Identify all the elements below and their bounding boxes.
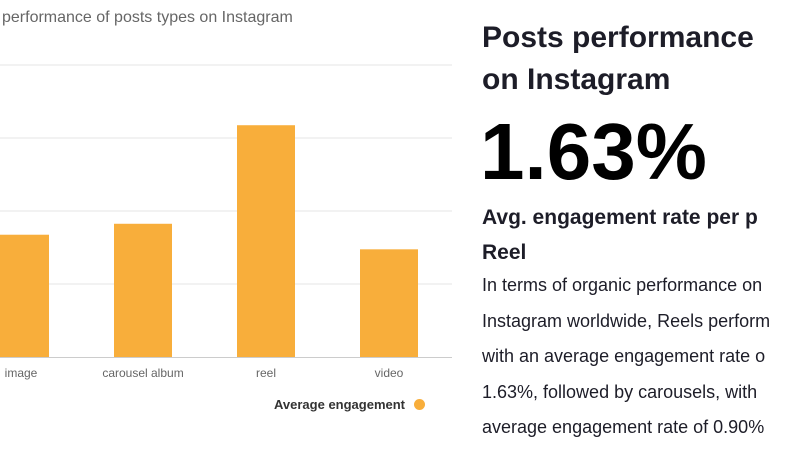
info-panel: Posts performance on Instagram 1.63% Avg…	[482, 0, 800, 450]
subheading-line-2: Reel	[482, 241, 527, 264]
bar-chart: image carousel album reel video	[0, 64, 452, 380]
x-tick-label-carousel-album: carousel album	[102, 366, 183, 380]
description-line-5: average engagement rate of 0.90%	[482, 417, 765, 437]
legend-marker-icon	[414, 399, 426, 410]
heading-line-1: Posts performance	[482, 21, 754, 54]
description-line-3: with an average engagement rate o	[482, 346, 766, 366]
bar-reel	[237, 125, 295, 357]
panel-subheading: Avg. engagement rate per p Reel	[482, 200, 758, 270]
x-tick-label-video: video	[375, 366, 404, 380]
legend[interactable]: Average engagement	[274, 397, 426, 412]
engagement-rate-value: 1.63%	[482, 107, 707, 196]
x-tick-label-reel: reel	[256, 366, 276, 380]
bar-carousel-album	[114, 223, 172, 357]
bar-image	[0, 234, 49, 357]
description-line-4: 1.63%, followed by carousels, with	[482, 381, 758, 402]
x-tick-label-image: image	[5, 366, 38, 380]
legend-label: Average engagement	[274, 397, 406, 412]
panel-description: In terms of organic performance on Insta…	[482, 268, 770, 446]
panel-heading: Posts performance on Instagram	[482, 17, 754, 101]
chart-title: performance of posts types on Instagram	[2, 9, 293, 26]
description-line-2: Instagram worldwide, Reels perform	[482, 310, 771, 331]
subheading-line-1: Avg. engagement rate per p	[482, 206, 758, 229]
heading-line-2: on Instagram	[482, 63, 671, 96]
bar-video	[360, 249, 418, 357]
description-line-1: In terms of organic performance on	[482, 275, 763, 295]
